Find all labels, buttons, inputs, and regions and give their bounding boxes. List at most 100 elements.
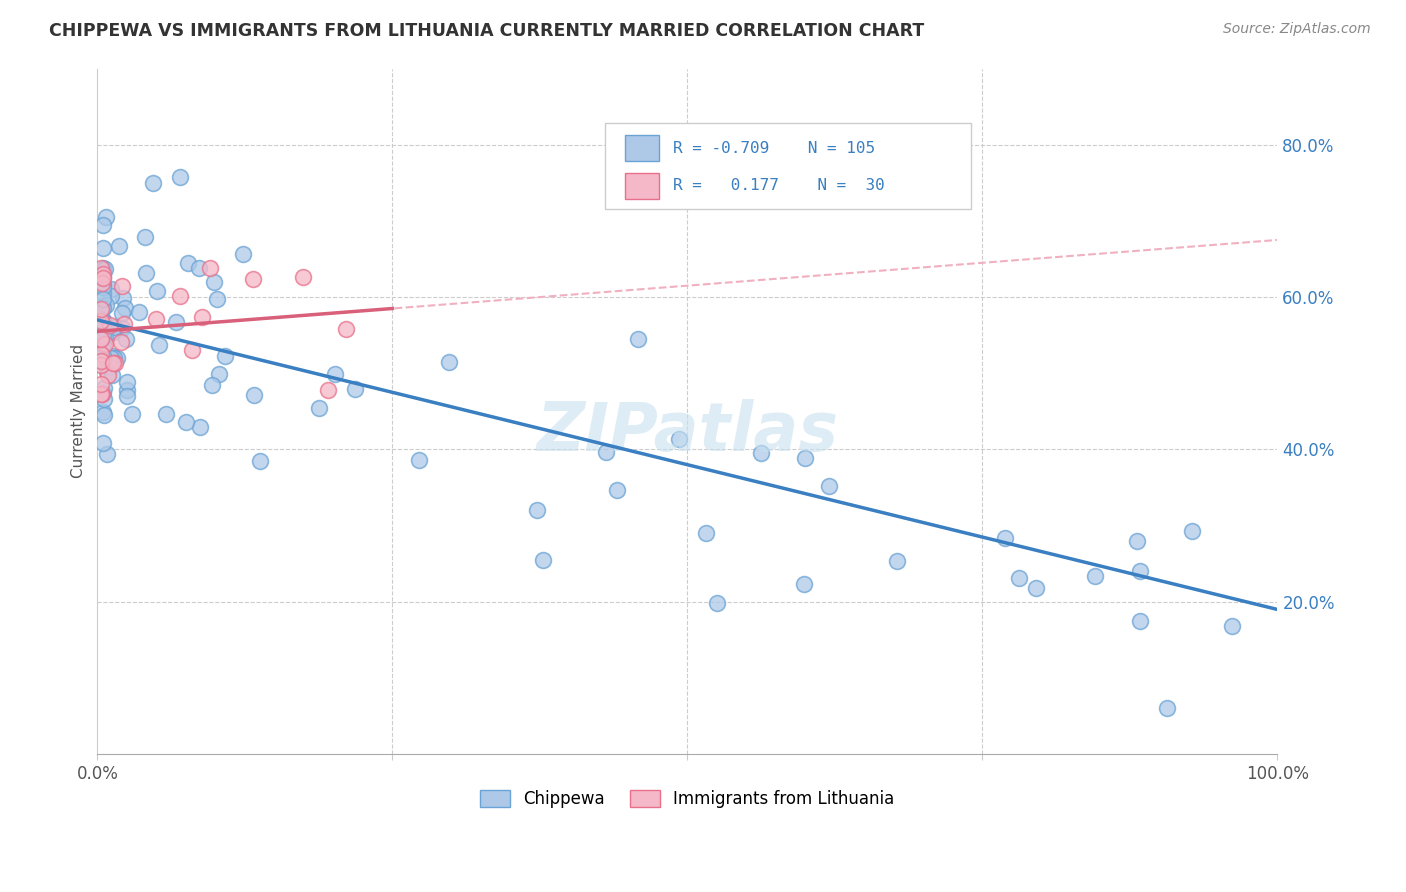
Text: R =   0.177    N =  30: R = 0.177 N = 30 <box>672 178 884 194</box>
Point <box>111 278 134 293</box>
Point <box>115 383 138 397</box>
Point <box>91 277 114 292</box>
Point <box>1220 619 1243 633</box>
Legend: Chippewa, Immigrants from Lithuania: Chippewa, Immigrants from Lithuania <box>474 783 901 814</box>
Point <box>91 271 114 285</box>
Point <box>793 577 815 591</box>
Point <box>94 297 117 311</box>
Point <box>100 351 122 366</box>
Point <box>706 596 728 610</box>
Point <box>91 262 114 277</box>
Point <box>91 301 114 315</box>
Point <box>793 450 815 465</box>
Point <box>1129 564 1152 578</box>
Point <box>93 381 115 395</box>
Point <box>198 261 221 276</box>
Point <box>408 452 430 467</box>
Point <box>91 277 114 292</box>
Point <box>993 531 1015 545</box>
Point <box>111 306 134 320</box>
Point <box>103 351 125 366</box>
Point <box>91 405 114 419</box>
Point <box>165 315 187 329</box>
Point <box>90 354 112 368</box>
Point <box>134 230 156 244</box>
Point <box>751 446 773 460</box>
Point <box>94 328 117 343</box>
Point <box>91 270 114 285</box>
Y-axis label: Currently Married: Currently Married <box>72 344 86 478</box>
Point <box>437 355 460 369</box>
Point <box>886 554 908 568</box>
Point <box>242 271 264 285</box>
Point <box>91 313 114 327</box>
Point <box>1025 581 1047 595</box>
Point <box>180 343 202 358</box>
Point <box>627 332 650 346</box>
Point <box>94 336 117 351</box>
Point <box>169 169 191 184</box>
Point <box>111 291 134 305</box>
Point <box>128 305 150 319</box>
Point <box>105 351 128 366</box>
Point <box>169 289 191 303</box>
Point <box>205 292 228 306</box>
Point <box>90 332 112 346</box>
Point <box>343 382 366 396</box>
Point <box>202 275 225 289</box>
Point <box>316 383 339 397</box>
Point <box>96 365 118 379</box>
Point <box>91 327 114 342</box>
Point <box>100 368 122 383</box>
Point <box>146 284 169 298</box>
Point <box>91 300 114 314</box>
Point <box>91 280 114 294</box>
Point <box>91 329 114 343</box>
Point <box>90 260 112 275</box>
Point <box>101 349 124 363</box>
Point <box>107 238 129 252</box>
Point <box>1129 614 1152 628</box>
Point <box>291 269 314 284</box>
Point <box>188 260 211 275</box>
Point <box>91 353 114 368</box>
Point <box>526 503 548 517</box>
Point <box>188 420 211 434</box>
Point <box>121 407 143 421</box>
Point <box>155 407 177 421</box>
Point <box>249 454 271 468</box>
Point <box>148 338 170 352</box>
Point <box>114 301 136 315</box>
FancyBboxPatch shape <box>605 123 970 209</box>
Point <box>96 320 118 334</box>
Point <box>91 318 114 333</box>
Point <box>103 320 125 334</box>
Point <box>208 367 231 381</box>
Point <box>1181 524 1204 538</box>
Point <box>100 289 122 303</box>
Point <box>91 385 114 400</box>
Point <box>668 432 690 446</box>
Point <box>145 311 167 326</box>
Bar <box>624 135 658 161</box>
Point <box>242 388 264 402</box>
Point <box>91 219 114 233</box>
Point <box>94 261 117 276</box>
Point <box>97 368 120 383</box>
Point <box>308 401 330 415</box>
Point <box>91 276 114 290</box>
Point <box>91 267 114 281</box>
Point <box>325 368 347 382</box>
Bar <box>624 173 658 199</box>
Point <box>91 241 114 255</box>
Point <box>103 356 125 370</box>
Point <box>595 445 617 459</box>
Text: CHIPPEWA VS IMMIGRANTS FROM LITHUANIA CURRENTLY MARRIED CORRELATION CHART: CHIPPEWA VS IMMIGRANTS FROM LITHUANIA CU… <box>49 22 925 40</box>
Text: ZIPatlas: ZIPatlas <box>536 399 838 465</box>
Point <box>531 553 554 567</box>
Text: Source: ZipAtlas.com: Source: ZipAtlas.com <box>1223 22 1371 37</box>
Point <box>104 356 127 370</box>
Point <box>91 292 114 306</box>
Point <box>606 483 628 497</box>
Point <box>214 349 236 363</box>
